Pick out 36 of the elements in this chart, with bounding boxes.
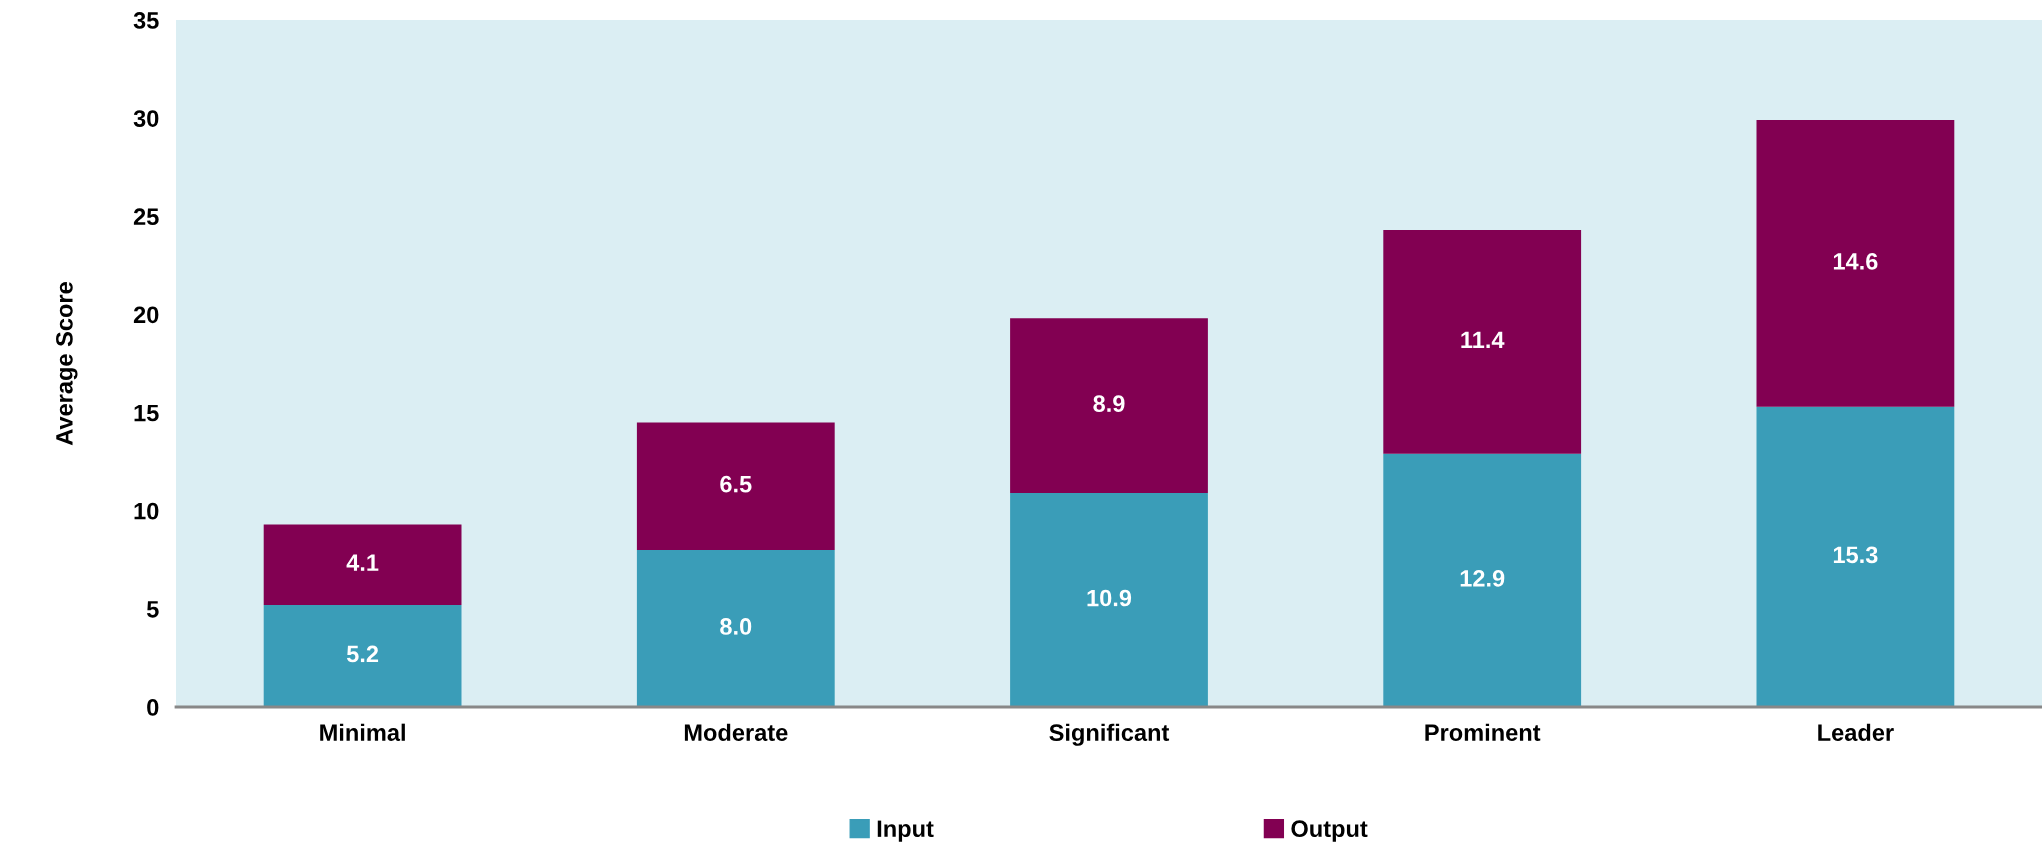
data-label: 8.9	[1093, 395, 1125, 413]
bar	[263, 524, 462, 605]
data-label: 14.6	[1833, 253, 1878, 270]
data-label: 8.0	[720, 618, 752, 635]
y-tick-label: 20	[133, 306, 159, 324]
data-label: 15.3	[1833, 546, 1878, 564]
legend-label: Output	[1291, 820, 1368, 842]
bar	[1010, 318, 1208, 494]
x-tick-label: Significant	[1049, 723, 1170, 746]
data-label: 6.5	[720, 475, 752, 493]
data-label: 11.4	[1461, 331, 1505, 349]
data-label: 12.9	[1460, 570, 1505, 587]
y-tick-label: 25	[133, 208, 159, 226]
y-axis-title: Average Score	[56, 282, 78, 446]
x-tick-label: Moderate	[684, 723, 788, 742]
bar	[1756, 120, 1955, 407]
bar	[636, 422, 835, 550]
y-tick-label: 10	[134, 502, 159, 520]
y-tick-label: 15	[134, 404, 159, 422]
data-label: 5.2	[346, 645, 379, 663]
x-tick-label: Leader	[1818, 723, 1894, 742]
x-tick-label: Prominent	[1425, 723, 1541, 742]
data-label: 10.9	[1087, 589, 1132, 607]
data-label: 4.1	[346, 554, 379, 571]
bar	[263, 604, 462, 707]
y-tick-label: 30	[133, 110, 159, 127]
y-tick-label: 0	[147, 699, 159, 716]
bar	[1383, 230, 1582, 454]
x-tick-label: Minimal	[320, 723, 405, 742]
y-tick-label: 5	[146, 601, 159, 618]
bar	[1383, 453, 1582, 707]
y-tick-label: 35	[133, 12, 159, 29]
bar	[636, 549, 835, 707]
bar	[1010, 493, 1208, 707]
bar	[1756, 406, 1955, 707]
legend-label: Input	[877, 820, 934, 842]
